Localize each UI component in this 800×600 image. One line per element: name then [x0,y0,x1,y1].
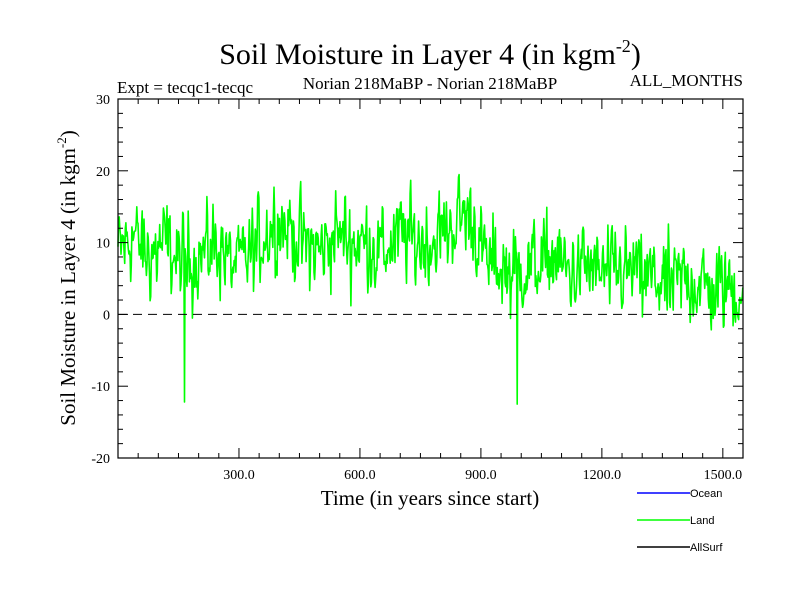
legend-label-allsurf: AllSurf [690,542,723,554]
legend-label-ocean: Ocean [690,488,722,500]
y-axis-label-sup: -2 [54,137,69,148]
x-tick-label: 300.0 [223,468,255,483]
chart-title-sup: -2 [616,36,631,56]
series-line-land [117,173,744,405]
x-tick-label: 1500.0 [704,468,743,483]
x-axis-label: Time (in years since start) [321,486,540,510]
y-axis-label-main: Soil Moisture in Layer 4 (in kgm [56,148,80,426]
chart-title: Soil Moisture in Layer 4 (in kgm-2) [219,36,641,71]
subtitle-norian: Norian 218MaBP - Norian 218MaBP [303,74,557,93]
plot-frame [117,98,744,459]
legend-item-ocean: Ocean [637,488,722,500]
legend-label-land: Land [690,515,714,527]
y-tick-label: 0 [103,308,110,323]
y-tick-label: 30 [96,93,110,108]
y-tick-label: -10 [91,380,110,395]
series-layer [117,173,744,405]
subtitle-months: ALL_MONTHS [630,71,743,90]
x-tick-label: 900.0 [465,468,497,483]
y-axis-label: Soil Moisture in Layer 4 (in kgm-2) [54,130,80,425]
legend-item-land: Land [637,515,714,527]
chart-title-end: ) [631,38,641,71]
y-tick-label: 10 [96,237,110,252]
y-tick-label: 20 [96,165,110,180]
tick-layer: -20 -10 0 10 20 30 300.0 600.0 900.0 1200.0 1500.0 [91,93,743,483]
legend-item-allsurf: AllSurf [637,542,723,554]
y-tick-label: -20 [91,452,110,467]
chart-title-main: Soil Moisture in Layer 4 (in kgm [219,38,616,71]
x-tick-label: 600.0 [344,468,376,483]
subtitle-expt: Expt = tecqc1-tecqc [117,78,254,97]
x-tick-label: 1200.0 [583,468,622,483]
y-axis-label-end: ) [56,130,80,137]
legend: Ocean Land AllSurf [637,488,723,554]
